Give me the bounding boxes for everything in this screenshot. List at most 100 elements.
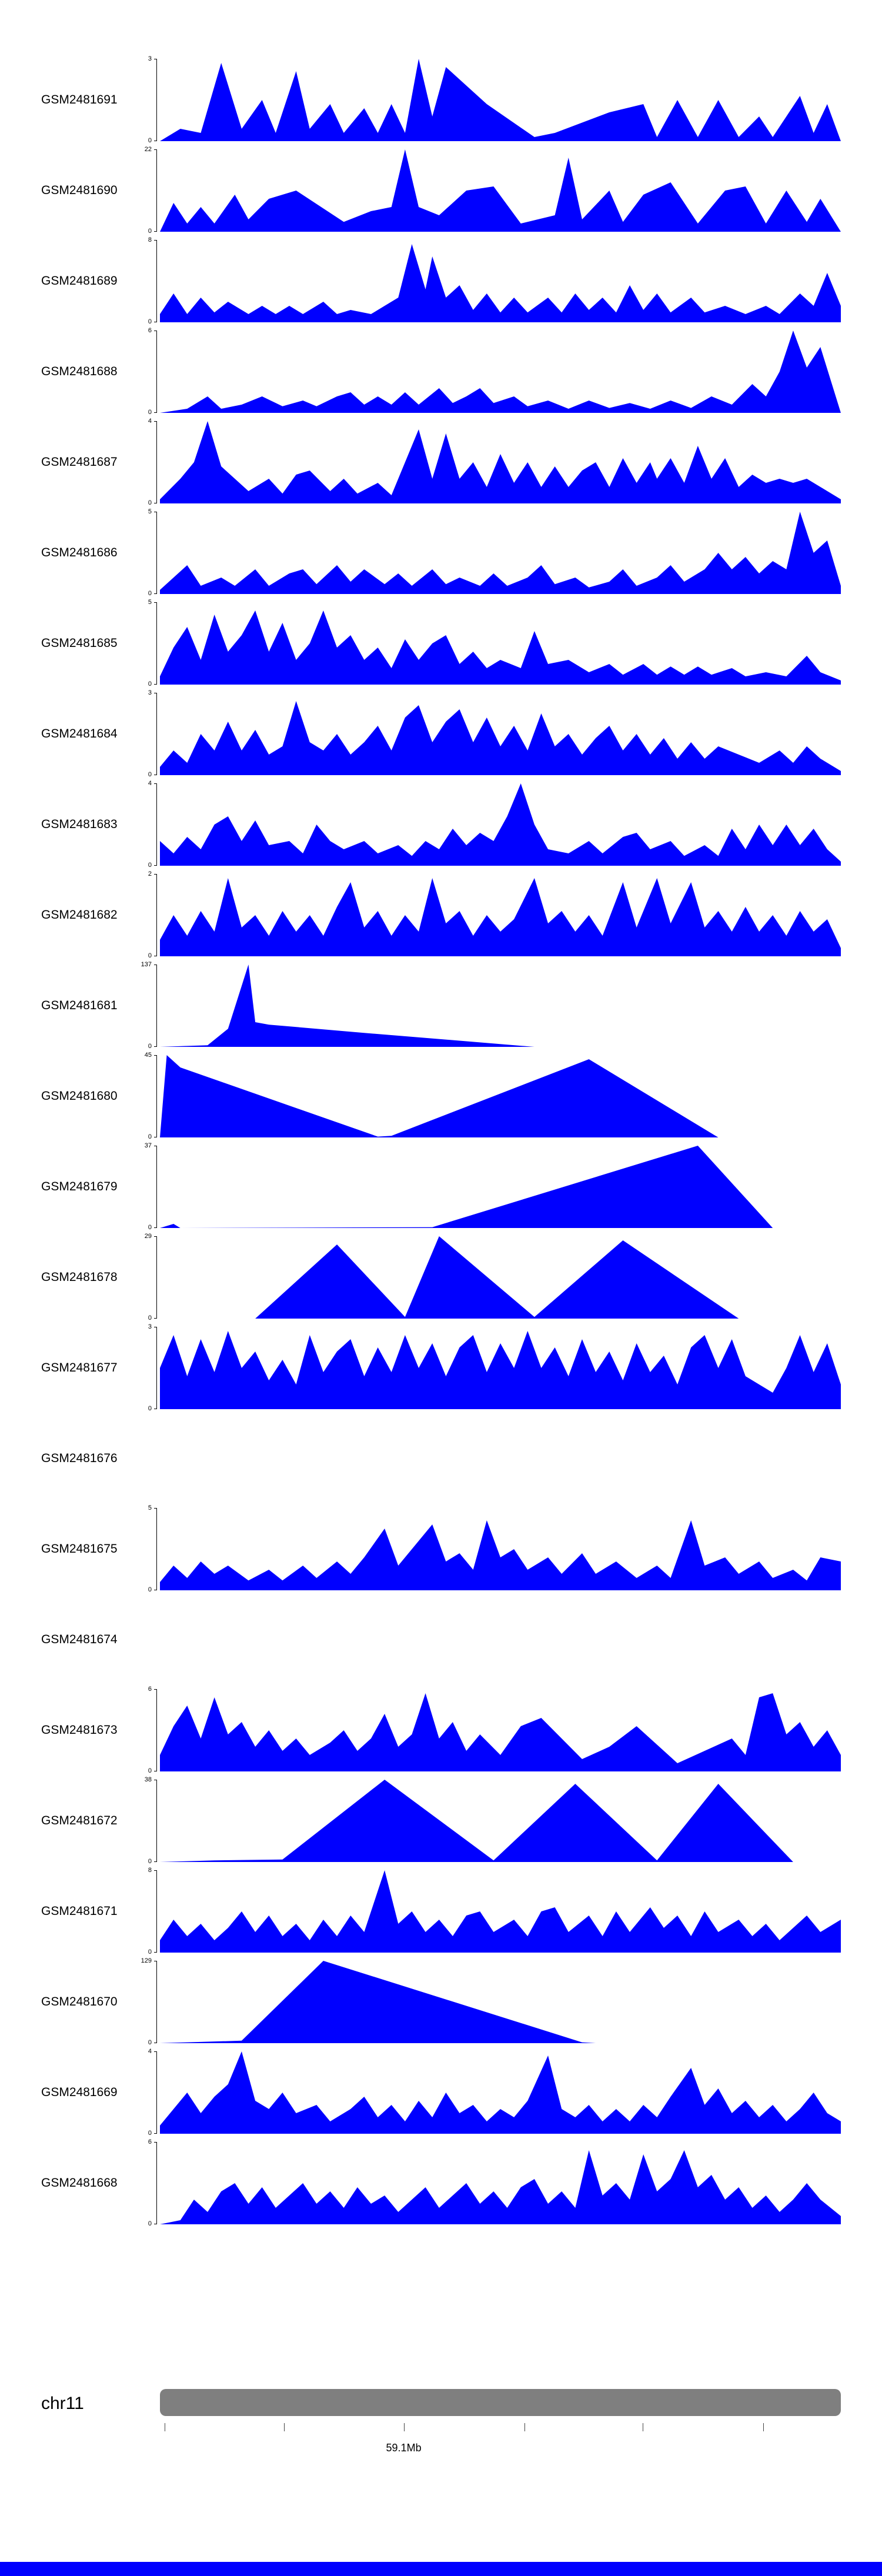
y-axis-line: [156, 783, 157, 866]
y-axis-tick: [154, 1870, 157, 1871]
signal-area: [160, 512, 841, 594]
y-axis-min-label: 0: [148, 1948, 152, 1956]
y-axis-tick: [154, 1952, 157, 1953]
track-label: GSM2481668: [41, 2176, 118, 2190]
y-axis-min-label: 0: [148, 1043, 152, 1050]
y-axis-max-label: 2: [148, 870, 152, 877]
y-axis-tick: [154, 1689, 157, 1690]
y-axis-min-label: 0: [148, 1586, 152, 1593]
y-axis-line: [156, 1327, 157, 1409]
y-axis-min-label: 0: [148, 590, 152, 597]
y-axis-line: [156, 2051, 157, 2134]
y-axis-tick: [154, 2133, 157, 2134]
track-plot: 137 0: [141, 962, 841, 1050]
genome-axis-tick: [283, 2423, 285, 2431]
y-axis-tick: [154, 2142, 157, 2143]
track-row: GSM2481675 5 0: [0, 1505, 882, 1599]
track-plot-empty: [160, 1417, 841, 1500]
track-row: GSM2481677 3 0: [0, 1324, 882, 1417]
track-row: GSM2481691 3 0: [0, 56, 882, 149]
track-row: GSM2481668 6 0: [0, 2138, 882, 2233]
y-axis-min-label: 0: [148, 2220, 152, 2227]
signal-area: [160, 149, 841, 232]
y-axis-line: [156, 1236, 157, 1319]
track-label: GSM2481669: [41, 2086, 118, 2099]
track-row: GSM2481679 37 0: [0, 1142, 882, 1236]
genome-axis-tick: [763, 2423, 764, 2431]
y-axis-max-label: 4: [148, 418, 152, 425]
signal-area: [160, 244, 841, 322]
signal-area: [160, 59, 841, 141]
chromosome-name: chr11: [41, 2394, 84, 2413]
track-label: GSM2481677: [41, 1361, 118, 1374]
y-axis-min-label: 0: [148, 1767, 152, 1774]
signal-area: [160, 331, 841, 413]
track-row: GSM2481669 4 0: [0, 2048, 882, 2142]
y-axis-line: [156, 693, 157, 775]
y-axis-max-label: 4: [148, 780, 152, 787]
y-axis-line: [156, 149, 157, 232]
y-axis-min-label: 0: [148, 2039, 152, 2046]
y-axis-line: [156, 1689, 157, 1771]
y-axis-line: [156, 1870, 157, 1953]
signal-area: [160, 1961, 841, 2043]
genome-axis-tick: [403, 2423, 405, 2431]
y-axis-min-label: 0: [148, 318, 152, 325]
y-axis-min-label: 0: [148, 499, 152, 506]
track-label: GSM2481680: [41, 1089, 118, 1103]
y-axis-min-label: 0: [148, 137, 152, 144]
genome-position-label: 59.1Mb: [386, 2442, 422, 2454]
signal-area: [160, 783, 841, 866]
track-label: GSM2481670: [41, 1995, 118, 2008]
track-label: GSM2481689: [41, 274, 118, 288]
y-axis-max-label: 6: [148, 327, 152, 334]
y-axis-min-label: 0: [148, 771, 152, 778]
signal-area: [160, 701, 841, 775]
y-axis-max-label: 45: [144, 1052, 152, 1059]
y-axis-min-label: 0: [148, 2130, 152, 2137]
y-axis-tick: [154, 602, 157, 603]
track-label: GSM2481675: [41, 1542, 118, 1556]
y-axis-line: [156, 2142, 157, 2224]
y-axis-max-label: 37: [144, 1142, 152, 1149]
track-row: GSM2481680 45 0: [0, 1052, 882, 1146]
y-axis-tick: [154, 1861, 157, 1862]
track-label: GSM2481679: [41, 1180, 118, 1193]
y-axis-line: [156, 512, 157, 594]
y-axis-min-label: 0: [148, 952, 152, 959]
y-axis-line: [156, 602, 157, 685]
y-axis-max-label: 29: [144, 1233, 152, 1240]
y-axis-max-label: 8: [148, 1867, 152, 1874]
track-label: GSM2481671: [41, 1904, 118, 1918]
y-axis-max-label: 6: [148, 2138, 152, 2145]
y-axis-max-label: 3: [148, 689, 152, 696]
track-row: GSM2481685 5 0: [0, 599, 882, 693]
y-axis-line: [156, 1146, 157, 1228]
signal-area: [160, 1236, 841, 1319]
y-axis-line: [156, 331, 157, 413]
track-row: GSM2481672 38 0: [0, 1777, 882, 1870]
signal-area: [160, 1055, 841, 1137]
signal-area: [160, 878, 841, 956]
track-label: GSM2481688: [41, 365, 118, 378]
y-axis-line: [156, 965, 157, 1047]
track-label: GSM2481673: [41, 1723, 118, 1737]
signal-area: [160, 965, 841, 1047]
y-axis-min-label: 0: [148, 1224, 152, 1231]
tracks: GSM2481691 3 0 GSM2481690 22 0 GSM2481689 8 0 GSM…: [0, 56, 882, 2233]
track-label: GSM2481676: [41, 1451, 118, 1465]
track-plot-empty: [160, 1599, 841, 1681]
track-label: GSM2481686: [41, 546, 118, 559]
y-axis-max-label: 8: [148, 236, 152, 243]
track-row: GSM2481683 4 0: [0, 780, 882, 874]
track-row: GSM2481684 3 0: [0, 689, 882, 783]
track-label: GSM2481681: [41, 999, 118, 1012]
track-label: GSM2481674: [41, 1633, 118, 1646]
y-axis-min-label: 0: [148, 862, 152, 869]
